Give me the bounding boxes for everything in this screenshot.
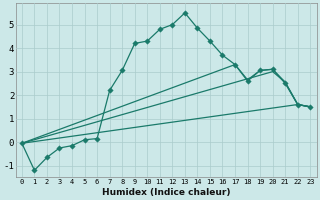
- X-axis label: Humidex (Indice chaleur): Humidex (Indice chaleur): [102, 188, 230, 197]
